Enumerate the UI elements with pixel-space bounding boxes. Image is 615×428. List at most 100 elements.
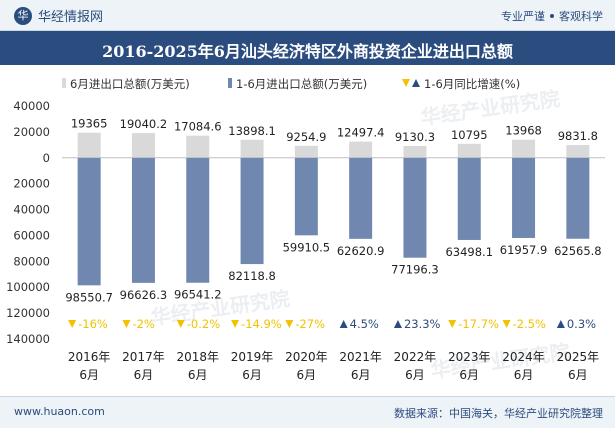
y-tick-label: 100000	[6, 280, 50, 294]
x-tick-label: 6月	[188, 368, 208, 382]
bar-cumulative-label: 77196.3	[391, 263, 439, 277]
yoy-up-triangle-icon	[556, 320, 565, 328]
bar-june	[186, 135, 210, 158]
yoy-label: 23.3%	[404, 317, 441, 331]
slogan-left: 专业严谨	[501, 10, 545, 23]
bar-june-label: 10795	[451, 128, 488, 142]
x-tick-label: 6月	[568, 368, 588, 382]
x-tick-label: 2020年	[285, 350, 328, 364]
bar-cumulative-label: 96541.2	[174, 288, 222, 302]
legend-triangle-up-icon	[412, 79, 420, 87]
x-tick-label: 6月	[514, 368, 534, 382]
x-tick-label: 6月	[134, 368, 154, 382]
bar-cumulative	[457, 157, 481, 240]
legend-triangle-down-icon	[402, 79, 410, 87]
bar-june-label: 13898.1	[228, 124, 276, 138]
yoy-down-triangle-icon	[448, 320, 457, 328]
bar-june-label: 17084.6	[174, 120, 222, 134]
x-tick-label: 2024年	[502, 350, 545, 364]
title-bar: 2016-2025年6月汕头经济特区外商投资企业进出口总额	[0, 31, 615, 65]
yoy-label: -0.2%	[187, 317, 220, 331]
x-tick-label: 6月	[459, 368, 479, 382]
bar-june-label: 19040.2	[120, 117, 168, 131]
y-tick-label: 0	[43, 151, 50, 165]
yoy-down-triangle-icon	[231, 320, 240, 328]
y-tick-label: 120000	[6, 306, 50, 320]
yoy-label: -17.7%	[458, 317, 499, 331]
bar-june	[566, 145, 590, 158]
legend-swatch-june	[62, 78, 66, 88]
slogan-right: 客观科学	[559, 10, 603, 23]
yoy-down-triangle-icon	[502, 320, 511, 328]
bar-june-label: 19365	[71, 117, 108, 131]
bar-june	[457, 143, 481, 158]
bar-cumulative	[77, 157, 101, 286]
bar-cumulative	[186, 157, 210, 283]
yoy-label: -16%	[78, 317, 108, 331]
brand-name: 华经情报网	[38, 10, 104, 25]
y-tick-label: 20000	[13, 177, 50, 191]
bar-june-label: 9254.9	[286, 130, 326, 144]
bar-cumulative-label: 62620.9	[337, 244, 385, 258]
yoy-down-triangle-icon	[176, 320, 185, 328]
x-tick-label: 2018年	[176, 350, 219, 364]
y-tick-label: 80000	[13, 254, 50, 268]
yoy-label: -2.5%	[513, 317, 546, 331]
bar-june	[77, 132, 101, 158]
yoy-up-triangle-icon	[393, 320, 402, 328]
brand[interactable]: 华 华经情报网	[14, 6, 103, 25]
chart-title: 2016-2025年6月汕头经济特区外商投资企业进出口总额	[102, 42, 513, 61]
chart-area: 6月进出口总额(万美元) 1-6月进出口总额(万美元) 1-6月同比增速(%) 400…	[6, 77, 605, 382]
y-tick-label: 60000	[13, 228, 50, 242]
bar-june	[512, 139, 536, 158]
x-tick-label: 6月	[405, 368, 425, 382]
bar-june	[349, 141, 373, 158]
footer: www.huaon.com 数据来源：中国海关，华经产业研究院整理	[0, 396, 615, 428]
bar-june-label: 12497.4	[337, 126, 385, 140]
top-header: 华 华经情报网 专业严谨 客观科学	[0, 0, 615, 31]
bar-cumulative	[294, 157, 318, 236]
bar-cumulative	[349, 157, 373, 239]
x-tick-label: 2017年	[122, 350, 165, 364]
y-tick-label: 40000	[13, 203, 50, 217]
y-tick-label: 20000	[13, 125, 50, 139]
brand-logo-icon: 华	[14, 6, 32, 25]
legend-label: 1-6月同比增速(%)	[424, 77, 520, 91]
y-tick-label: 40000	[13, 99, 50, 113]
data-source: 数据来源：中国海关，华经产业研究院整理	[394, 407, 603, 420]
x-tick-label: 6月	[297, 368, 317, 382]
yoy-label: -2%	[132, 317, 154, 331]
yoy-up-triangle-icon	[339, 320, 348, 328]
bar-cumulative-label: 62565.8	[554, 244, 602, 258]
x-tick-label: 2025年	[557, 350, 600, 364]
bar-cumulative-label: 98550.7	[65, 290, 113, 304]
x-tick-label: 6月	[79, 368, 99, 382]
yoy-down-triangle-icon	[68, 320, 77, 328]
bar-june	[403, 145, 427, 158]
x-tick-label: 2021年	[339, 350, 382, 364]
site-url[interactable]: www.huaon.com	[14, 405, 105, 418]
yoy-down-triangle-icon	[122, 320, 131, 328]
legend-swatch-cumulative	[228, 78, 232, 88]
bullet-icon	[550, 14, 554, 18]
bar-cumulative	[403, 157, 427, 258]
x-tick-label: 2022年	[394, 350, 437, 364]
x-tick-label: 2016年	[68, 350, 111, 364]
legend-label: 1-6月进出口总额(万美元)	[236, 77, 367, 91]
x-tick-label: 2019年	[231, 350, 274, 364]
x-tick-label: 2023年	[448, 350, 491, 364]
yoy-label: 0.3%	[567, 317, 596, 331]
y-tick-label: 140000	[6, 332, 50, 346]
bar-cumulative-label: 63498.1	[445, 245, 493, 259]
bar-june-label: 9130.3	[395, 130, 435, 144]
bar-cumulative	[240, 157, 264, 265]
bar-june	[131, 133, 155, 158]
bar-cumulative	[566, 157, 590, 239]
bar-june	[240, 139, 264, 158]
legend-label: 6月进出口总额(万美元)	[70, 77, 190, 91]
bar-june-label: 13968	[505, 124, 542, 138]
bar-cumulative-label: 59910.5	[283, 240, 331, 254]
bar-cumulative-label: 96626.3	[120, 288, 168, 302]
bar-june	[294, 145, 318, 158]
bar-cumulative-label: 82118.8	[228, 269, 276, 283]
